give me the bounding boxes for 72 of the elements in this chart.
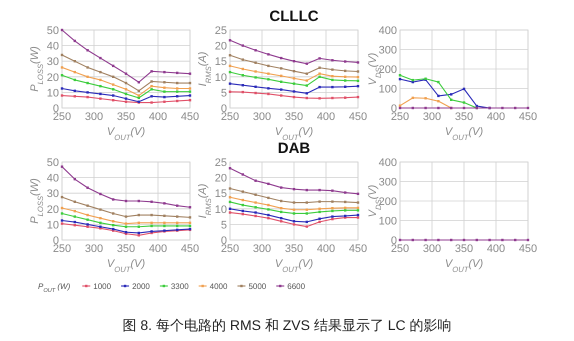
- x-tick-label: 400: [316, 243, 336, 255]
- legend-label: 1000: [93, 282, 112, 291]
- y-tick-label: 400: [378, 157, 397, 169]
- x-tick-label: 300: [84, 243, 104, 255]
- chart-title: DAB: [278, 140, 310, 157]
- x-tick-label: 350: [116, 243, 136, 255]
- y-tick-label: 10: [46, 87, 59, 100]
- legend-label: 3300: [170, 282, 190, 291]
- y-tick-label: 20: [214, 172, 227, 185]
- y-tick-label: 50: [46, 25, 59, 37]
- x-tick-label: 300: [422, 111, 442, 123]
- x-tick-label: 250: [390, 243, 410, 255]
- x-axis-title: V$_{OUT}$(V): [274, 126, 314, 142]
- y-tick-label: 20: [46, 204, 59, 216]
- x-tick-label: 250: [52, 111, 72, 123]
- x-axis-title: V$_{OUT}$(V): [106, 258, 146, 274]
- caption: 图 8. 每个电路的 RMS 和 ZVS 结果显示了 LC 的影响: [122, 317, 452, 333]
- x-tick-label: 400: [148, 243, 168, 255]
- legend-title: P$_{OUT}$ (W): [38, 282, 71, 294]
- x-tick-label: 400: [486, 243, 506, 255]
- x-tick-label: 300: [252, 243, 272, 255]
- y-tick-label: 15: [214, 188, 227, 200]
- y-tick-label: 50: [46, 157, 59, 169]
- x-tick-label: 300: [252, 111, 272, 123]
- x-tick-label: 450: [348, 243, 368, 255]
- x-tick-label: 350: [284, 243, 304, 255]
- x-tick-label: 250: [390, 111, 410, 123]
- x-axis-title: V$_{OUT}$(V): [444, 126, 484, 142]
- x-tick-label: 450: [518, 111, 538, 123]
- y-tick-label: 25: [214, 157, 227, 169]
- x-tick-label: 350: [454, 111, 474, 123]
- y-tick-label: 20: [214, 40, 227, 53]
- x-tick-label: 350: [284, 111, 304, 123]
- y-tick-label: 10: [214, 204, 227, 216]
- x-tick-label: 250: [220, 111, 240, 123]
- y-tick-label: 40: [46, 40, 59, 53]
- y-tick-label: 10: [214, 72, 227, 84]
- x-tick-label: 450: [518, 243, 538, 255]
- x-axis-title: V$_{OUT}$(V): [106, 126, 146, 142]
- x-axis-title: V$_{OUT}$(V): [444, 258, 484, 274]
- y-tick-label: 30: [46, 188, 59, 200]
- y-tick-label: 20: [46, 72, 59, 84]
- chart-title: CLLLC: [269, 8, 319, 25]
- x-tick-label: 400: [316, 111, 336, 123]
- legend-label: 4000: [210, 282, 228, 291]
- x-tick-label: 300: [422, 243, 442, 255]
- y-tick-label: 15: [214, 56, 227, 68]
- y-tick-label: 300: [378, 44, 397, 56]
- y-tick-label: 5: [220, 219, 227, 232]
- x-tick-label: 350: [116, 111, 136, 123]
- x-tick-label: 450: [348, 111, 368, 123]
- y-tick-label: 300: [378, 176, 397, 188]
- y-tick-label: 40: [46, 172, 59, 185]
- x-tick-label: 250: [52, 243, 72, 255]
- x-tick-label: 450: [180, 243, 200, 255]
- x-axis-title: V$_{OUT}$(V): [274, 258, 314, 274]
- legend-label: 6600: [287, 282, 306, 291]
- x-tick-label: 350: [454, 243, 474, 255]
- x-tick-label: 300: [84, 111, 104, 123]
- y-tick-label: 25: [214, 25, 227, 37]
- legend-label: 2000: [132, 282, 150, 291]
- legend-label: 5000: [248, 282, 267, 291]
- y-tick-label: 30: [46, 56, 59, 68]
- y-tick-label: 100: [378, 84, 397, 96]
- y-tick-label: 10: [46, 219, 59, 232]
- y-tick-label: 100: [378, 216, 397, 228]
- x-tick-label: 450: [180, 111, 200, 123]
- x-tick-label: 400: [148, 111, 168, 123]
- y-tick-label: 5: [220, 87, 227, 100]
- y-tick-label: 400: [378, 25, 397, 37]
- x-tick-label: 250: [220, 243, 240, 255]
- x-tick-label: 400: [486, 111, 506, 123]
